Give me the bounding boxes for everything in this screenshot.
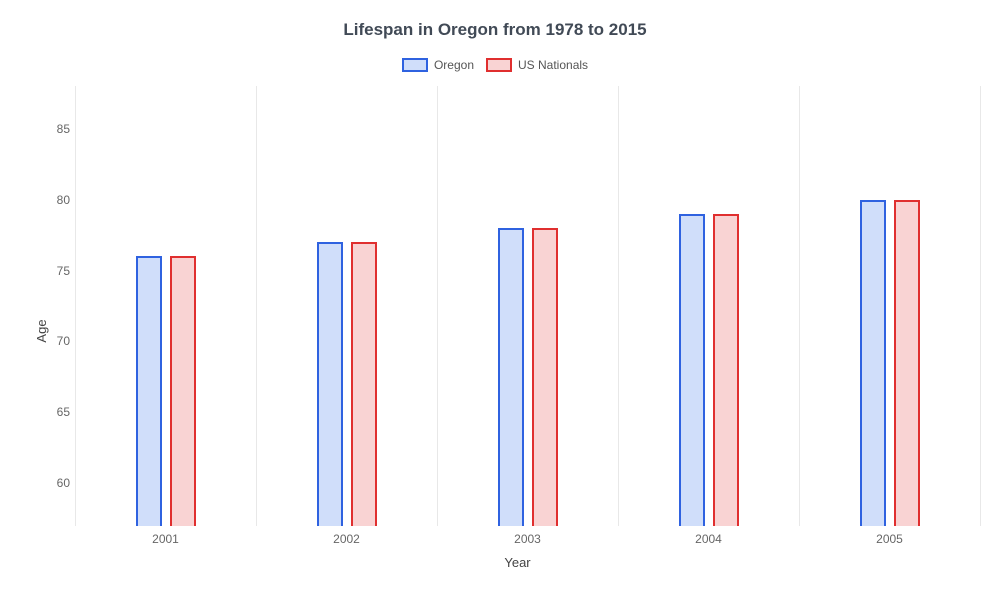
x-tick-label: 2005 <box>876 532 903 546</box>
x-tick-label: 2002 <box>333 532 360 546</box>
bar[interactable] <box>532 228 558 526</box>
y-tick-label: 80 <box>35 193 70 207</box>
x-tick-label: 2001 <box>152 532 179 546</box>
bar[interactable] <box>351 242 377 526</box>
legend-swatch-oregon <box>402 58 428 72</box>
legend-item-oregon[interactable]: Oregon <box>402 58 474 72</box>
x-axis-title: Year <box>504 555 530 570</box>
y-tick-label: 65 <box>35 405 70 419</box>
x-ticks: 2001 2002 2003 2004 2005 <box>75 532 960 548</box>
legend-item-usnationals[interactable]: US Nationals <box>486 58 588 72</box>
bars-layer <box>75 86 960 526</box>
plot-area: 606570758085 20012002200320042005 Year <box>75 86 960 526</box>
y-tick-label: 85 <box>35 122 70 136</box>
legend: Oregon US Nationals <box>20 58 970 72</box>
x-tick-label: 2003 <box>514 532 541 546</box>
bar[interactable] <box>894 200 920 526</box>
y-tick-label: 60 <box>35 476 70 490</box>
bar[interactable] <box>860 200 886 526</box>
bar[interactable] <box>317 242 343 526</box>
legend-swatch-usnationals <box>486 58 512 72</box>
plot-wrapper: Age 606570758085 20012002200320042005 Ye… <box>20 86 970 576</box>
bar[interactable] <box>136 256 162 526</box>
legend-label-usnationals: US Nationals <box>518 58 588 72</box>
x-tick-label: 2004 <box>695 532 722 546</box>
bar[interactable] <box>713 214 739 526</box>
bar[interactable] <box>170 256 196 526</box>
legend-label-oregon: Oregon <box>434 58 474 72</box>
gridline <box>980 86 981 526</box>
chart-title: Lifespan in Oregon from 1978 to 2015 <box>20 20 970 40</box>
y-ticks: 60 65 70 75 80 85 <box>35 86 70 526</box>
y-tick-label: 75 <box>35 264 70 278</box>
bar[interactable] <box>679 214 705 526</box>
chart-container: Lifespan in Oregon from 1978 to 2015 Ore… <box>0 0 1000 600</box>
bar[interactable] <box>498 228 524 526</box>
y-tick-label: 70 <box>35 334 70 348</box>
